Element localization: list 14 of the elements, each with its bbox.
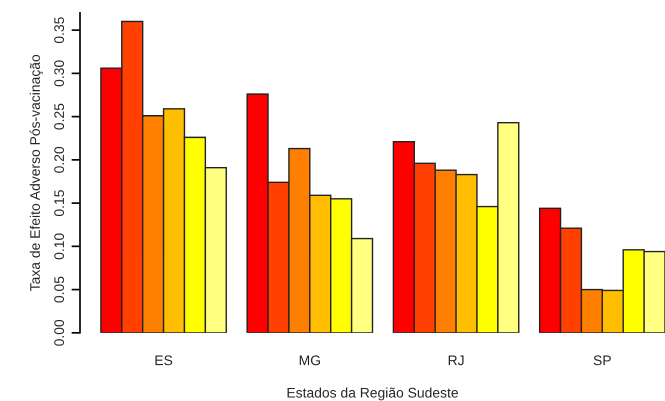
x-tick-label: SP bbox=[594, 355, 611, 366]
y-axis-title: Taxa de Efeito Adverso Pós-vacinação bbox=[30, 54, 43, 292]
y-tick-label: 0.30 bbox=[54, 60, 64, 86]
y-tick-label: 0.05 bbox=[54, 276, 64, 303]
y-tick-label: 0.00 bbox=[54, 320, 64, 346]
x-tick-label: ES bbox=[155, 355, 172, 366]
y-tick-label: 0.25 bbox=[54, 104, 64, 130]
x-axis-title: Estados da Região Sudeste bbox=[288, 387, 458, 400]
y-tick-label: 0.10 bbox=[54, 233, 64, 260]
y-tick-label: 0.35 bbox=[54, 17, 64, 44]
y-tick-label: 0.15 bbox=[54, 190, 64, 216]
y-tick-label: 0.20 bbox=[54, 146, 64, 173]
x-tick-label: MG bbox=[300, 355, 320, 366]
x-tick-label: RJ bbox=[448, 356, 464, 366]
